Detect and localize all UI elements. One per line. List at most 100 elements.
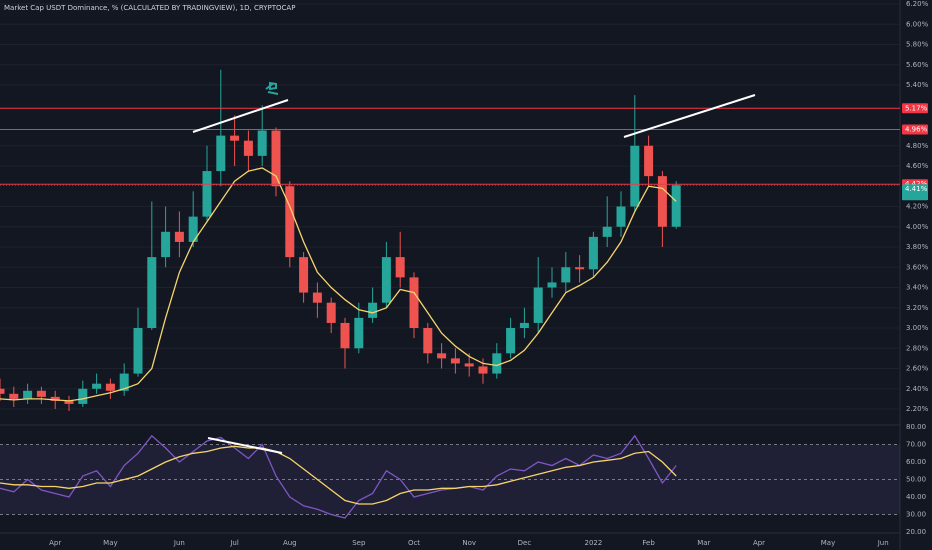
x-tick-label: Sep <box>352 539 366 547</box>
candle-body <box>588 236 598 270</box>
candle-body <box>450 358 460 364</box>
x-tick-label: Oct <box>408 539 420 547</box>
x-tick-label: Jun <box>173 539 185 547</box>
candle-body <box>285 186 295 258</box>
candle-body <box>133 328 143 374</box>
x-tick-label: May <box>103 539 117 547</box>
candle-body <box>174 231 184 242</box>
candle-body <box>299 257 309 293</box>
x-tick-label: 2022 <box>584 539 602 547</box>
x-tick-label: Aug <box>283 539 297 547</box>
candle-body <box>78 388 88 404</box>
y-tick-label: 5.80% <box>906 41 929 49</box>
candle-body <box>657 176 667 227</box>
y-tick-label: 4.20% <box>906 203 929 211</box>
candle-body <box>437 353 447 359</box>
candle-body <box>616 206 626 227</box>
last-price-label: 4.41% <box>905 185 928 193</box>
moving-average <box>0 167 677 402</box>
x-tick-label: Apr <box>753 539 765 547</box>
candle-body <box>119 373 129 391</box>
x-tick-label: Nov <box>462 539 476 547</box>
candle-body <box>147 257 157 328</box>
candle-body <box>312 292 322 303</box>
candle-body <box>561 267 571 283</box>
trend-drawing <box>207 437 283 454</box>
candle-body <box>188 216 198 242</box>
candle-body <box>533 287 543 323</box>
candle-body <box>202 171 212 217</box>
candle-body <box>547 282 557 288</box>
y-tick-label: 3.40% <box>906 284 929 292</box>
candle-body <box>243 140 253 156</box>
level-label: 4.96% <box>905 126 928 134</box>
candle-body <box>506 328 516 354</box>
y-tick-label: 6.20% <box>906 0 929 8</box>
candle-body <box>92 383 102 389</box>
candle-body <box>340 322 350 349</box>
candle-body <box>478 366 488 374</box>
candle-body <box>216 135 226 172</box>
candle-body <box>519 322 529 328</box>
y-tick-label: 50.00 <box>906 476 926 484</box>
candle-body <box>464 363 474 367</box>
y-tick-label: 2.20% <box>906 405 929 413</box>
y-tick-label: 2.80% <box>906 344 929 352</box>
y-tick-label: 3.20% <box>906 304 929 312</box>
candle-body <box>36 390 46 397</box>
y-tick-label: 2.60% <box>906 365 929 373</box>
candle-body <box>64 400 74 404</box>
candle-body <box>105 383 115 391</box>
x-tick-label: May <box>821 539 835 547</box>
x-tick-label: Jul <box>229 539 239 547</box>
candle-body <box>354 317 364 349</box>
y-tick-label: 70.00 <box>906 441 926 449</box>
candle-body <box>23 390 33 399</box>
level-label: 4.42% <box>905 180 928 188</box>
candle-body <box>492 353 502 374</box>
y-tick-label: 4.60% <box>906 162 929 170</box>
candle-body <box>644 145 654 177</box>
y-tick-label: 80.00 <box>906 423 926 431</box>
candle-body <box>630 145 640 207</box>
y-tick-label: 3.80% <box>906 243 929 251</box>
candle-body <box>0 388 5 394</box>
candle-body <box>671 185 681 227</box>
candle-body <box>395 257 405 278</box>
candle-body <box>602 226 612 237</box>
y-tick-label: 5.40% <box>906 81 929 89</box>
chart-title: Market Cap USDT Dominance, % (CALCULATED… <box>4 4 295 12</box>
candle-body <box>230 135 240 141</box>
y-tick-label: 5.60% <box>906 61 929 69</box>
candle-body <box>575 267 585 270</box>
y-tick-label: 4.00% <box>906 223 929 231</box>
candle-body <box>161 231 171 258</box>
candle-body <box>368 302 378 318</box>
x-tick-label: Jun <box>877 539 889 547</box>
candle-body <box>381 257 391 303</box>
flag-drawing <box>265 81 279 95</box>
y-tick-label: 40.00 <box>906 493 926 501</box>
candle-body <box>50 396 60 401</box>
level-tag <box>902 103 928 114</box>
candle-body <box>257 130 267 156</box>
x-tick-label: Dec <box>518 539 532 547</box>
y-tick-label: 3.60% <box>906 263 929 271</box>
level-tag <box>902 124 928 135</box>
candle-body <box>423 328 433 354</box>
x-tick-label: Apr <box>49 539 61 547</box>
x-tick-label: Feb <box>642 539 655 547</box>
y-tick-label: 60.00 <box>906 458 926 466</box>
trend-drawing <box>623 94 756 138</box>
last-price-tag <box>902 184 928 201</box>
y-tick-label: 4.80% <box>906 142 929 150</box>
rsi-line <box>0 445 677 505</box>
candle-body <box>9 393 19 399</box>
x-tick-label: Mar <box>697 539 710 547</box>
y-tick-label: 2.40% <box>906 385 929 393</box>
y-tick-label: 20.00 <box>906 528 926 536</box>
candle-body <box>409 277 419 328</box>
level-label: 5.17% <box>905 104 928 112</box>
